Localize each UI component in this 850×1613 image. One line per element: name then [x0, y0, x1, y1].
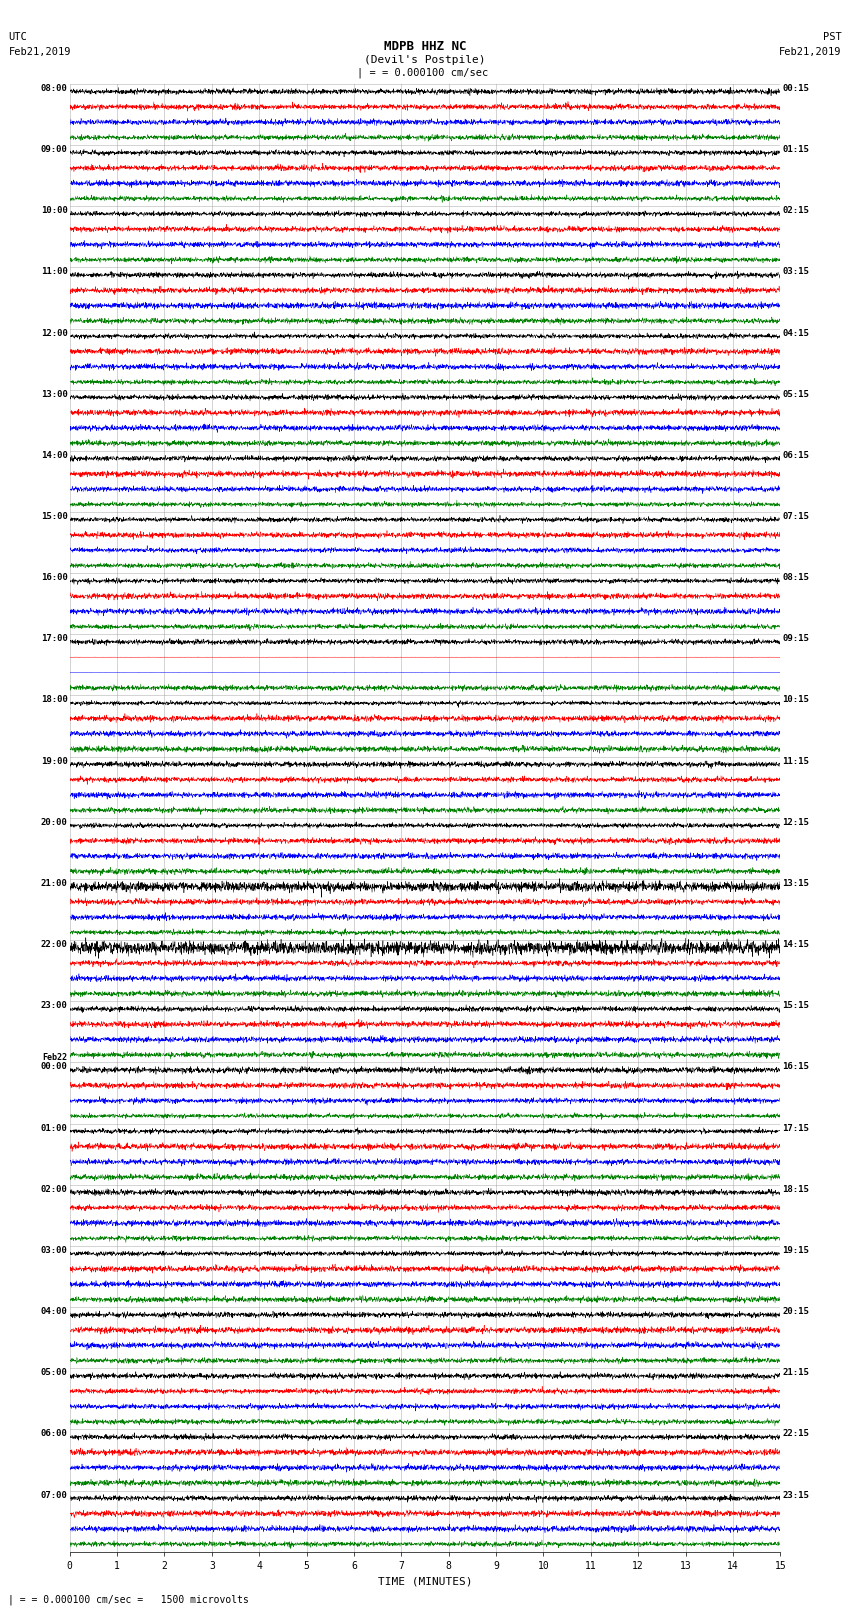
Text: 17:15: 17:15 — [783, 1124, 809, 1132]
Text: 12:15: 12:15 — [783, 818, 809, 827]
Text: | = = 0.000100 cm/sec =   1500 microvolts: | = = 0.000100 cm/sec = 1500 microvolts — [8, 1594, 249, 1605]
Text: 07:15: 07:15 — [783, 511, 809, 521]
Text: 14:15: 14:15 — [783, 940, 809, 948]
Text: 01:00: 01:00 — [41, 1124, 67, 1132]
Text: 21:00: 21:00 — [41, 879, 67, 887]
Text: 02:00: 02:00 — [41, 1184, 67, 1194]
Text: 18:00: 18:00 — [41, 695, 67, 705]
Text: 07:00: 07:00 — [41, 1490, 67, 1500]
Text: Feb22: Feb22 — [42, 1053, 67, 1063]
Text: 23:00: 23:00 — [41, 1002, 67, 1010]
Text: 03:15: 03:15 — [783, 268, 809, 276]
Text: 15:15: 15:15 — [783, 1002, 809, 1010]
Text: Feb21,2019: Feb21,2019 — [8, 47, 71, 56]
Text: 08:00: 08:00 — [41, 84, 67, 94]
Text: 16:15: 16:15 — [783, 1063, 809, 1071]
Text: 19:15: 19:15 — [783, 1245, 809, 1255]
Text: 23:15: 23:15 — [783, 1490, 809, 1500]
Text: 11:15: 11:15 — [783, 756, 809, 766]
Text: 00:00: 00:00 — [41, 1063, 67, 1071]
Text: 20:15: 20:15 — [783, 1307, 809, 1316]
Text: 09:15: 09:15 — [783, 634, 809, 644]
Text: 06:15: 06:15 — [783, 450, 809, 460]
Text: 10:15: 10:15 — [783, 695, 809, 705]
Text: 19:00: 19:00 — [41, 756, 67, 766]
Text: 12:00: 12:00 — [41, 329, 67, 337]
X-axis label: TIME (MINUTES): TIME (MINUTES) — [377, 1576, 473, 1586]
Text: 05:00: 05:00 — [41, 1368, 67, 1378]
Text: 06:00: 06:00 — [41, 1429, 67, 1439]
Text: MDPB HHZ NC: MDPB HHZ NC — [383, 40, 467, 53]
Text: 09:00: 09:00 — [41, 145, 67, 153]
Text: 13:15: 13:15 — [783, 879, 809, 887]
Text: 16:00: 16:00 — [41, 573, 67, 582]
Text: 05:15: 05:15 — [783, 390, 809, 398]
Text: (Devil's Postpile): (Devil's Postpile) — [365, 55, 485, 65]
Text: 11:00: 11:00 — [41, 268, 67, 276]
Text: 15:00: 15:00 — [41, 511, 67, 521]
Text: Feb21,2019: Feb21,2019 — [779, 47, 842, 56]
Text: 22:00: 22:00 — [41, 940, 67, 948]
Text: 18:15: 18:15 — [783, 1184, 809, 1194]
Text: | = = 0.000100 cm/sec: | = = 0.000100 cm/sec — [357, 68, 488, 79]
Text: 21:15: 21:15 — [783, 1368, 809, 1378]
Text: 03:00: 03:00 — [41, 1245, 67, 1255]
Text: 00:15: 00:15 — [783, 84, 809, 94]
Text: 01:15: 01:15 — [783, 145, 809, 153]
Text: 13:00: 13:00 — [41, 390, 67, 398]
Text: 10:00: 10:00 — [41, 206, 67, 215]
Text: 04:15: 04:15 — [783, 329, 809, 337]
Text: 02:15: 02:15 — [783, 206, 809, 215]
Text: 08:15: 08:15 — [783, 573, 809, 582]
Text: PST: PST — [823, 32, 842, 42]
Text: 20:00: 20:00 — [41, 818, 67, 827]
Text: 22:15: 22:15 — [783, 1429, 809, 1439]
Text: 14:00: 14:00 — [41, 450, 67, 460]
Text: 04:00: 04:00 — [41, 1307, 67, 1316]
Text: 17:00: 17:00 — [41, 634, 67, 644]
Text: UTC: UTC — [8, 32, 27, 42]
